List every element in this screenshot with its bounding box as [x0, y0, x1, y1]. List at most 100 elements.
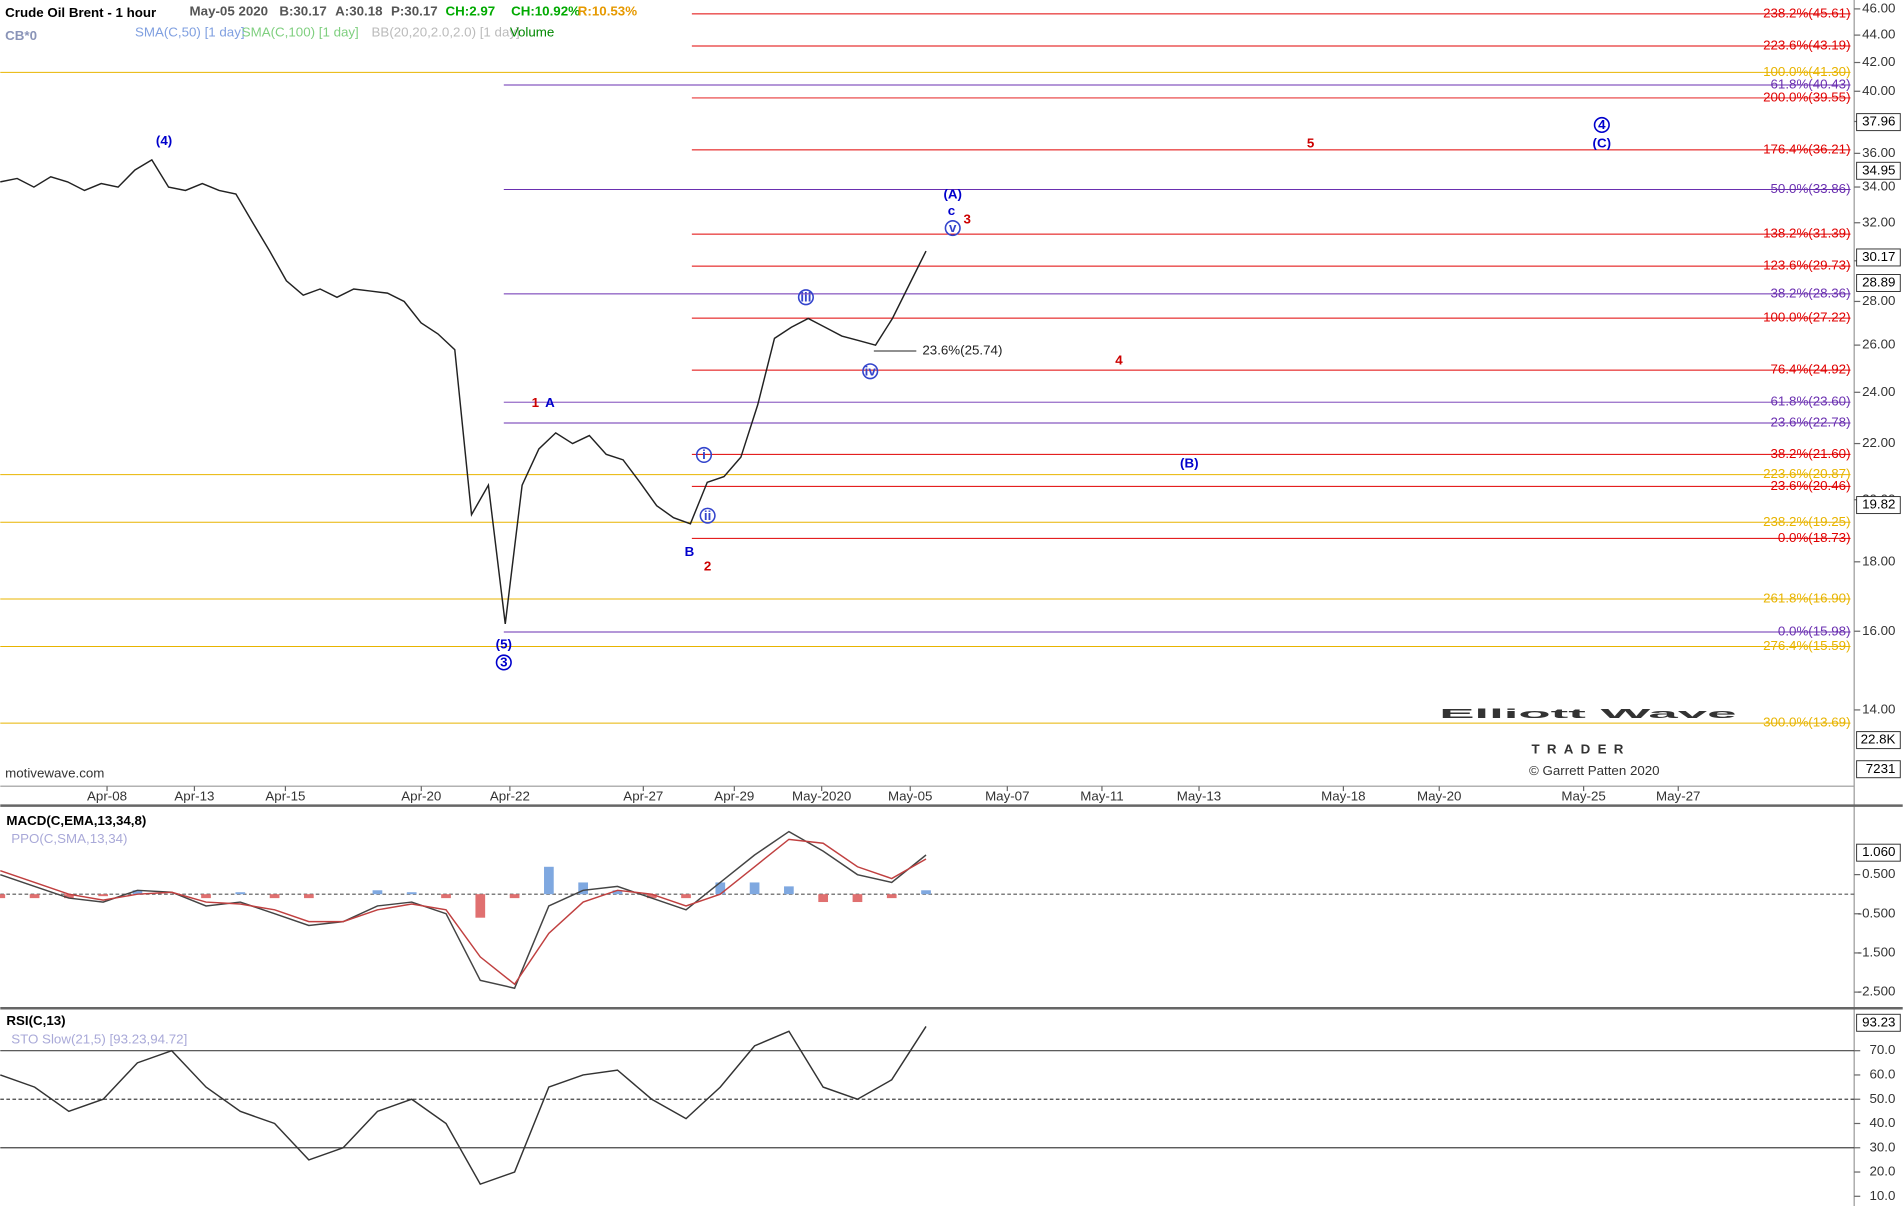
- wave-label: 5: [1307, 135, 1315, 150]
- histogram-bar: [749, 882, 760, 895]
- y-tick-label: 0.500: [1862, 866, 1895, 881]
- price-tag: 37.96: [1862, 114, 1895, 129]
- y-tick-label: 28.00: [1862, 293, 1895, 308]
- price-tag: 34.95: [1862, 162, 1895, 177]
- wave-circle: [944, 220, 961, 237]
- y-tick-label: 46.00: [1862, 0, 1895, 15]
- y-tick-label: 36.00: [1862, 145, 1895, 160]
- histogram-bar: [29, 894, 40, 899]
- header-field: P:30.17: [391, 4, 438, 19]
- macd-line: [0, 838, 927, 986]
- header-field: CH:10.92%: [511, 4, 580, 19]
- wave-label: (C): [1593, 135, 1612, 150]
- wave-label: i: [702, 447, 706, 462]
- price-tag: 93.23: [1862, 1014, 1895, 1029]
- macd-line: [0, 830, 927, 990]
- fib-level-label: 0.0%(18.73): [1778, 530, 1851, 545]
- header-field: R:10.53%: [578, 4, 637, 19]
- histogram-bar: [132, 890, 143, 895]
- histogram-bar: [509, 894, 520, 899]
- histogram-bar: [201, 894, 211, 899]
- x-tick-label: Apr-29: [714, 789, 754, 804]
- price-tag: 30.17: [1862, 249, 1895, 264]
- x-tick-label: May-13: [1177, 789, 1221, 804]
- fib-level-label: 23.6%(25.74): [922, 343, 1002, 358]
- y-tick-label: 26.00: [1862, 337, 1895, 352]
- x-tick-label: Apr-27: [623, 789, 663, 804]
- wave-label: 1: [532, 395, 540, 410]
- fib-level-label: 238.2%(19.25): [1763, 514, 1850, 529]
- histogram-bar: [441, 894, 451, 899]
- wave-circle: [695, 446, 713, 464]
- wave-label: v: [949, 220, 957, 235]
- y-tick-label: 60.0: [1869, 1066, 1895, 1081]
- fib-level-label: 61.8%(23.60): [1771, 394, 1851, 409]
- wave-label: (5): [496, 636, 512, 651]
- y-tick-label: 70.0: [1869, 1042, 1895, 1057]
- x-tick-label: May-20: [1417, 789, 1461, 804]
- x-tick-label: May-27: [1656, 789, 1700, 804]
- y-tick-label: 16.00: [1862, 623, 1895, 638]
- histogram-bar: [886, 894, 897, 899]
- wave-label: ii: [704, 508, 711, 523]
- y-tick-label: 18.00: [1862, 553, 1895, 568]
- wave-label: iv: [865, 363, 877, 378]
- wave-label: 3: [500, 655, 507, 670]
- histogram-bar: [98, 894, 109, 897]
- price-tag-box: [1856, 274, 1901, 292]
- header-field: A:30.18: [335, 4, 382, 19]
- histogram-bar: [544, 866, 554, 895]
- wave-label: (A): [943, 186, 962, 201]
- indicator-legend: SMA(C,100) [1 day]: [242, 24, 359, 39]
- fib-level-label: 76.4%(24.92): [1771, 362, 1851, 377]
- wave-circle: [495, 654, 512, 671]
- price-tag-box: [1856, 496, 1901, 515]
- x-tick-label: May-11: [1080, 789, 1123, 804]
- wave-circle: [699, 507, 716, 524]
- fib-level-label: 276.4%(15.59): [1763, 638, 1850, 653]
- wave-circle: [1593, 116, 1610, 134]
- histogram-bar: [715, 882, 726, 895]
- fib-level-label: 61.8%(40.43): [1771, 76, 1851, 91]
- histogram-bar: [784, 886, 794, 895]
- fib-level-label: 200.0%(39.55): [1763, 89, 1850, 104]
- y-tick-label: 14.00: [1862, 701, 1895, 716]
- histogram-bar: [475, 894, 486, 918]
- y-tick-label: 34.00: [1862, 179, 1895, 194]
- wave-label: 3: [964, 212, 971, 227]
- fib-level-label: 23.6%(20.46): [1771, 478, 1851, 493]
- wave-label: 2: [704, 559, 711, 574]
- x-tick-label: May-25: [1561, 789, 1605, 804]
- chart-title: Crude Oil Brent - 1 hour: [5, 5, 156, 20]
- fib-level-label: 23.6%(22.78): [1771, 415, 1851, 430]
- y-tick-label: -0.500: [1858, 905, 1896, 920]
- y-tick-label: -2.500: [1858, 984, 1896, 999]
- price-tag-box: [1856, 1013, 1901, 1032]
- price-line: [0, 158, 927, 624]
- price-tag: 19.82: [1862, 497, 1895, 512]
- wave-circle: [797, 289, 814, 306]
- rsi-line: [0, 1026, 927, 1186]
- histogram-bar: [0, 894, 6, 899]
- histogram-bar: [921, 890, 931, 895]
- y-tick-label: 40.00: [1862, 83, 1895, 98]
- fib-level-label: 123.6%(29.73): [1763, 258, 1850, 273]
- x-tick-label: Apr-15: [265, 789, 305, 804]
- fib-level-label: 38.2%(28.36): [1771, 285, 1851, 300]
- logo-name: Elliott Wave: [1439, 706, 1736, 721]
- price-tag-box: [1856, 731, 1901, 750]
- histogram-bar: [269, 894, 280, 899]
- wave-label: c: [948, 203, 956, 218]
- histogram-bar: [852, 894, 863, 903]
- wave-circle: [862, 363, 879, 380]
- wave-label: (B): [1180, 456, 1199, 471]
- fib-level-label: 223.6%(43.19): [1763, 38, 1850, 53]
- price-tag-box: [1856, 843, 1901, 862]
- logo-copyright: © Garrett Patten 2020: [1529, 763, 1660, 778]
- y-tick-label: 10.0: [1869, 1188, 1895, 1203]
- x-tick-label: Apr-08: [87, 789, 127, 804]
- watermark: motivewave.com: [5, 766, 104, 781]
- histogram-bar: [304, 894, 314, 899]
